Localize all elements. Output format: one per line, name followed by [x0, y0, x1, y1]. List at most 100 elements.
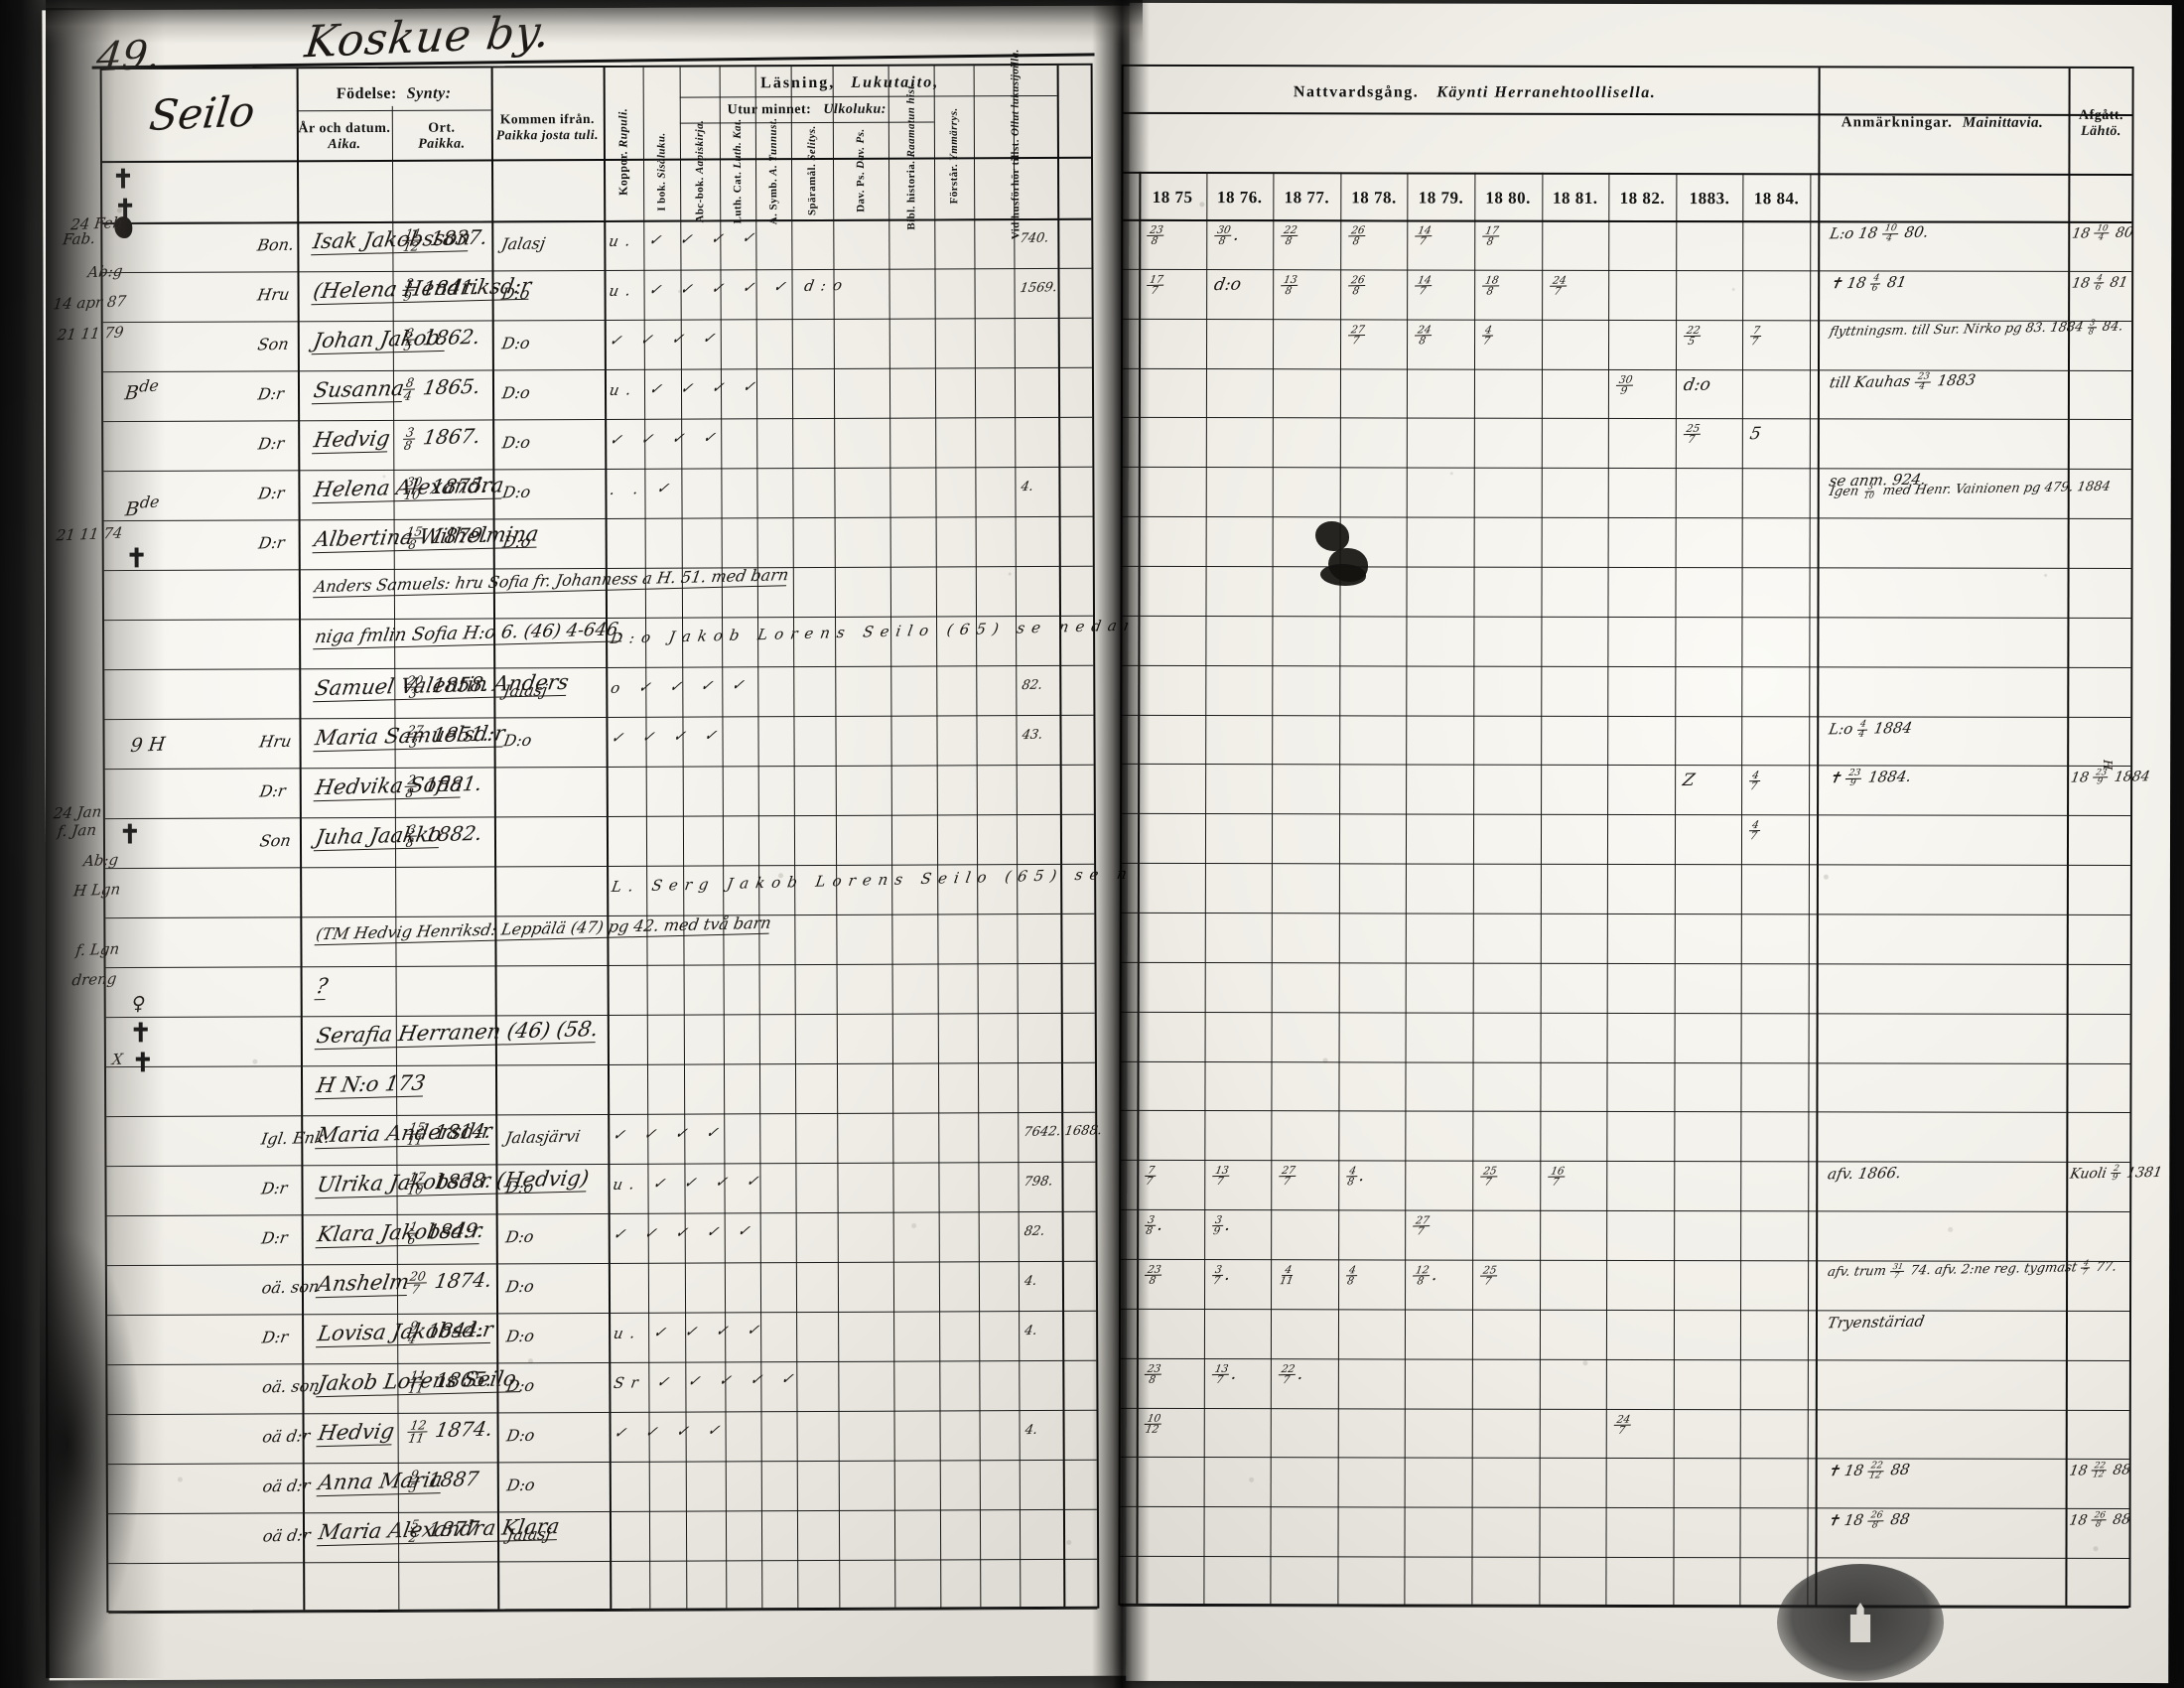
margin-note-15: dreng [70, 969, 118, 990]
year-label: 18 77. [1284, 188, 1330, 208]
communion-date-cell: 26 8 [1346, 274, 1369, 297]
header-birth-fi: Synty: [406, 84, 452, 102]
right-col-rule [1337, 172, 1342, 1605]
left-row-rule [107, 1459, 1097, 1466]
row-reading-marks: o ✓ ✓ ✓ ✓ [609, 675, 753, 697]
row-birthplace: D:o [504, 1226, 536, 1247]
communion-date-cell: 16 7 [1546, 1166, 1569, 1189]
left-row-rule [107, 1409, 1097, 1416]
header-col-sparamal: Späramål. Selitys. [791, 124, 833, 217]
header-col-davps: Dav. Ps. Dav. Ps. [833, 124, 888, 217]
left-row-rule [106, 1260, 1096, 1267]
communion-date-cell: 27 7 [1278, 1165, 1300, 1188]
margin-note-5: 21 11 79 [56, 323, 125, 345]
header-by-heart-sv: Utur minnet: [727, 101, 812, 118]
communion-date-cell: d:o [1682, 374, 1712, 395]
row-role: D:r [258, 780, 288, 801]
row-birthdate: 12 11 1874. [407, 1416, 495, 1446]
right-row-rule [1122, 813, 2131, 817]
row-birthplace: D:o [500, 482, 532, 502]
header-abc-fi: Aapiskirja. [693, 119, 707, 174]
year-label: 1883. [1689, 189, 1730, 209]
right-table-col-rules [1124, 67, 2132, 1606]
row-role: oä. son [260, 1276, 322, 1298]
right-col-rule [1404, 172, 1409, 1605]
left-row-rule [105, 962, 1095, 969]
notes-col-left-edge [1815, 68, 1821, 1606]
col-sep-davps [887, 66, 896, 1608]
header-departed-fi: Lähtö. [2081, 123, 2121, 139]
left-row-rule [106, 1111, 1096, 1118]
row-role: D:r [256, 383, 286, 404]
row-birthplace: D:o [504, 1276, 536, 1297]
left-row-rule [102, 267, 1092, 274]
row-role: D:r [260, 1227, 290, 1248]
row-birthplace: Jalasj [499, 233, 547, 254]
right-row-rule [1122, 615, 2131, 619]
row-birthdate: 15 11 1814. [405, 1118, 493, 1148]
margin-note-16: ♀ [130, 992, 147, 1016]
col-sep-forstar [973, 66, 982, 1608]
row-birthplace: D:o [503, 1177, 535, 1197]
row-attendance-number: 798. [1023, 1174, 1054, 1191]
row-birthplace: D:o [501, 531, 533, 552]
row-role: Hru [257, 731, 294, 752]
row-birthdate: 15 8 1879. [403, 522, 491, 552]
left-row-rule [104, 764, 1094, 771]
left-row-rule [105, 1061, 1095, 1068]
row-role: D:r [257, 532, 287, 553]
header-reading-sv: Läsning, [760, 73, 836, 92]
departed-date: 18 23 9 1884 [2069, 768, 2151, 788]
header-came-from-fi: Paikka josta tuli. [495, 126, 599, 143]
right-row-rule [1120, 1407, 2129, 1411]
row-birthplace: D:o [505, 1475, 537, 1495]
communion-date-cell: 25 7 [1682, 423, 1705, 446]
left-row-rule [104, 664, 1094, 671]
left-row-rule [107, 1359, 1097, 1366]
communion-date-cell: 4 11 [1279, 1263, 1296, 1288]
row-birthdate: 27 3 1851. [404, 721, 492, 751]
row-name: Hedvig [316, 1419, 396, 1448]
row-birthplace: D:o [500, 432, 532, 453]
header-husf-fi: Ollut lukusijoilla. [1009, 49, 1022, 136]
communion-date-cell: 22 5 [1682, 324, 1705, 348]
header-spar-sv: Späramål. [806, 164, 819, 216]
year-header-cell: 18 82. [1609, 177, 1677, 220]
note-text: L:o 18 10 4 80. [1828, 221, 1931, 243]
left-row-rule [107, 1508, 1097, 1515]
row-birthdate: 30 10 1875. [403, 473, 490, 502]
header-ibok-sv: I bok. [655, 181, 668, 211]
right-row-rule [1122, 516, 2131, 520]
row-birthplace: D:o [499, 283, 532, 304]
header-reading-fi: Lukutaito, [851, 73, 940, 91]
row-attendance-number: 82. [1023, 1223, 1046, 1240]
note-text: ✝ 18 22 12 88 [1826, 1460, 1912, 1481]
header-luth-sv: Luth. Cat. [732, 171, 745, 224]
year-header-cell: 18 80. [1474, 177, 1542, 220]
header-davps-fi: Dav. Ps. [854, 128, 868, 170]
communion-date-cell: 26 8 [1346, 224, 1369, 247]
margin-note-8: 21 11 74 [55, 523, 124, 545]
right-col-rule [1739, 173, 1744, 1606]
right-row-rule [1120, 1605, 2129, 1610]
row-role: Son [256, 334, 291, 354]
row-reading-marks: ✓ ✓ ✓ ✓ [611, 1123, 728, 1144]
row-attendance-number: 740. [1019, 230, 1050, 247]
header-came-from-sv: Kommen ifrån. [499, 111, 595, 127]
year-label: 18 80. [1485, 188, 1531, 208]
header-ibok-fi: Sisäluku. [655, 132, 668, 179]
right-row-rule [1122, 467, 2131, 471]
left-row-rule [104, 714, 1094, 721]
communion-date-cell: 30 9 [1614, 373, 1637, 396]
departed-col-left-edge [2065, 68, 2071, 1606]
row-attendance-number: 82. [1021, 677, 1044, 694]
year-header-cell: 18 81. [1542, 177, 1609, 220]
left-row-rule [102, 217, 1092, 224]
